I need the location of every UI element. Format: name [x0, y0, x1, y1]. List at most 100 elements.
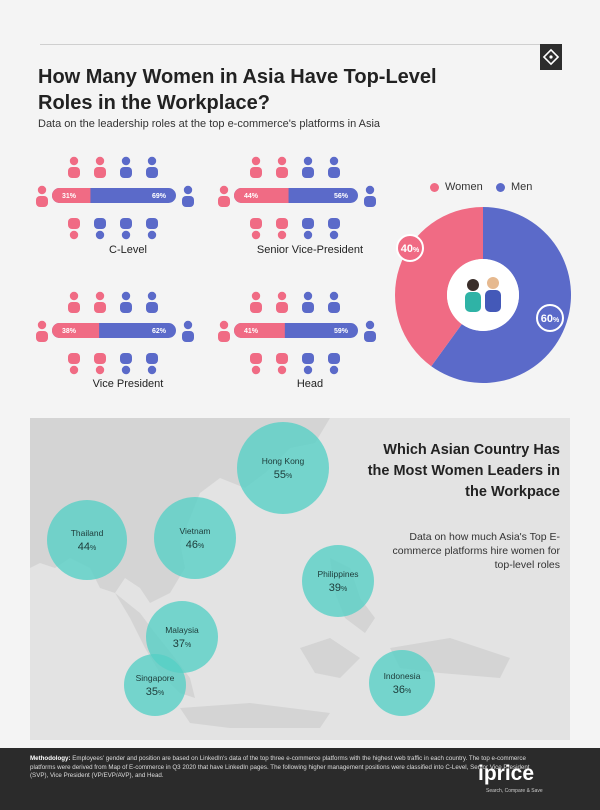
top-divider	[40, 44, 560, 45]
role-group-3: 41% 59%	[218, 291, 376, 375]
svg-text:Thailand: Thailand	[71, 528, 104, 538]
seat-top-1	[276, 156, 288, 178]
seat-bottom-1	[276, 218, 288, 240]
svg-text:36%: 36%	[393, 684, 411, 696]
seat-top-0	[68, 291, 80, 313]
seat-bottom-2	[302, 353, 314, 375]
svg-text:Malaysia: Malaysia	[165, 625, 199, 635]
map-bubbles: Hong Kong 55% Thailand 44% Vietnam 46% Philipp…	[47, 422, 435, 716]
seat-bottom-2	[120, 218, 132, 240]
bar-women-0	[52, 188, 91, 203]
seat-top-3	[146, 291, 158, 313]
seat-bottom-1	[94, 218, 106, 240]
women-dot-icon	[430, 182, 439, 192]
role-label-vp: Vice President	[92, 378, 164, 390]
seat-right	[182, 185, 194, 207]
seat-bottom-2	[120, 353, 132, 375]
couple-icon	[465, 277, 501, 312]
seat-top-0	[250, 156, 262, 178]
map-bubble-philippines: Philippines 39%	[302, 545, 374, 617]
seat-bottom-0	[68, 353, 80, 375]
seat-bottom-2	[302, 218, 314, 240]
seat-top-3	[328, 156, 340, 178]
svg-text:35%: 35%	[146, 686, 164, 698]
bar-men-label-0: 69%	[152, 193, 167, 200]
seat-left	[36, 320, 48, 342]
asia-map: Hong Kong 55% Thailand 44% Vietnam 46% Philipp…	[30, 418, 570, 740]
methodology-text: Methodology: Employees' gender and posit…	[30, 755, 530, 781]
map-bubble-hong-kong: Hong Kong 55%	[237, 422, 329, 514]
seat-right	[182, 320, 194, 342]
seat-right	[364, 320, 376, 342]
svg-text:Vietnam: Vietnam	[179, 526, 210, 536]
map-heading: Which Asian Country Has the Most Women L…	[367, 442, 560, 500]
bar-men-label-3: 59%	[334, 328, 349, 335]
map-bubble-vietnam: Vietnam 46%	[154, 497, 236, 579]
svg-text:Hong Kong: Hong Kong	[262, 456, 305, 466]
bar-men-label-2: 62%	[152, 328, 167, 335]
seat-left	[218, 320, 230, 342]
role-group-1: 44% 56%	[218, 156, 376, 240]
brand-logo: iprice	[478, 762, 535, 785]
map-description: Data on how much Asia's Top E-commerce p…	[392, 531, 560, 571]
map-bubble-malaysia: Malaysia 37%	[146, 601, 218, 673]
seat-top-3	[146, 156, 158, 178]
page-title: How Many Women in Asia Have Top-Level Ro…	[38, 66, 437, 114]
roles-chart: 31% 69% 44% 56% 38% 62% 41% 59%	[36, 156, 376, 375]
seat-top-2	[120, 291, 132, 313]
svg-text:37%: 37%	[173, 638, 191, 650]
men-dot-icon	[496, 182, 505, 192]
page-subtitle: Data on the leadership roles at the top …	[38, 118, 381, 130]
seat-top-1	[276, 291, 288, 313]
seat-left	[218, 185, 230, 207]
svg-text:55%: 55%	[274, 469, 292, 481]
seat-top-2	[302, 291, 314, 313]
svg-text:44%: 44%	[78, 541, 96, 553]
bar-women-2	[52, 323, 100, 338]
seat-bottom-3	[328, 218, 340, 240]
seat-bottom-3	[146, 353, 158, 375]
legend-men: Men	[496, 181, 532, 193]
seat-top-3	[328, 291, 340, 313]
seat-top-0	[68, 156, 80, 178]
role-label-c-level: C-Level	[109, 244, 147, 256]
bar-men-label-1: 56%	[334, 193, 349, 200]
seat-bottom-0	[250, 218, 262, 240]
role-label-head: Head	[296, 378, 324, 390]
seat-bottom-3	[328, 353, 340, 375]
iprice-badge-icon	[540, 44, 562, 70]
donut-label-women: 40%	[396, 234, 424, 262]
map-bubble-thailand: Thailand 44%	[47, 500, 127, 580]
bar-women-label-1: 44%	[244, 193, 259, 200]
role-group-2: 38% 62%	[36, 291, 194, 375]
svg-text:Philippines: Philippines	[317, 569, 358, 579]
role-label-svp: Senior Vice-President	[256, 244, 364, 256]
seat-top-2	[302, 156, 314, 178]
legend-women: Women	[430, 181, 483, 193]
svg-text:46%: 46%	[186, 539, 204, 551]
bar-women-label-0: 31%	[62, 193, 77, 200]
map-bubble-singapore: Singapore 35%	[124, 654, 186, 716]
donut-center	[447, 259, 519, 331]
bar-women-1	[234, 188, 289, 203]
gender-donut-chart: 40% 60%	[395, 207, 571, 383]
footer	[0, 748, 600, 810]
seat-bottom-3	[146, 218, 158, 240]
bar-women-3	[234, 323, 285, 338]
svg-text:Singapore: Singapore	[136, 673, 175, 683]
seat-bottom-0	[250, 353, 262, 375]
brand-tagline: Search, Compare & Save	[486, 788, 543, 794]
seat-bottom-0	[68, 218, 80, 240]
svg-text:Indonesia: Indonesia	[384, 671, 421, 681]
map-bubble-indonesia: Indonesia 36%	[369, 650, 435, 716]
bar-women-label-2: 38%	[62, 328, 77, 335]
seat-top-1	[94, 291, 106, 313]
methodology-body: Employees' gender and position are based…	[30, 755, 530, 780]
methodology-label: Methodology:	[30, 755, 71, 762]
svg-text:39%: 39%	[329, 582, 347, 594]
bar-women-label-3: 41%	[244, 328, 259, 335]
seat-bottom-1	[94, 353, 106, 375]
legend-men-label: Men	[511, 181, 533, 193]
seat-bottom-1	[276, 353, 288, 375]
seat-left	[36, 185, 48, 207]
